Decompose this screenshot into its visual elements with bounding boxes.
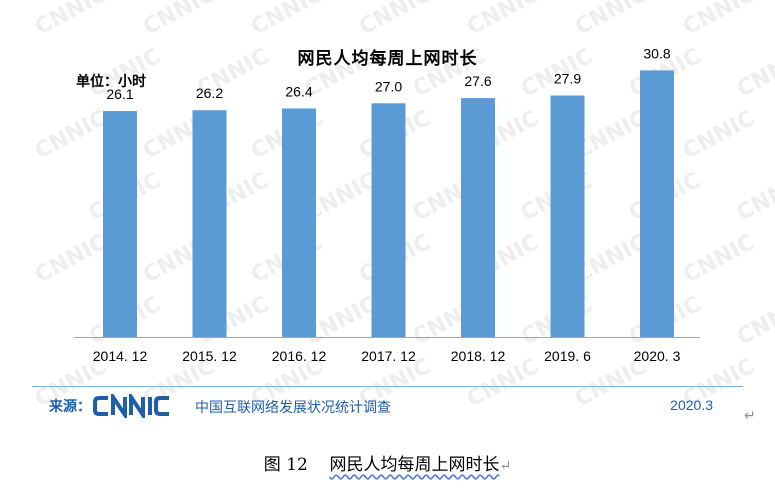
x-tick-label: 2016. 12 (272, 348, 327, 364)
unit-label: 单位：小时 (76, 74, 146, 90)
report-date: 2020.3 (670, 397, 713, 413)
figure-label: 图 12 (263, 455, 308, 475)
x-tick-label: 2018. 12 (451, 348, 506, 364)
x-tick-label: 2017. 12 (361, 348, 416, 364)
x-tick-label: 2014. 12 (93, 348, 148, 364)
source-label: 来源： (49, 399, 91, 415)
x-tick-label: 2019. 6 (544, 348, 591, 364)
x-tick-label: 2015. 12 (182, 348, 237, 364)
data-label: 27.0 (375, 78, 402, 94)
data-label: 26.4 (285, 83, 312, 99)
bar (103, 111, 137, 338)
footer-divider (32, 386, 743, 387)
x-tick-label: 2020. 3 (634, 348, 681, 364)
data-label: 27.6 (464, 73, 491, 89)
data-label: 27.9 (554, 70, 581, 86)
paragraph-mark-icon: ↵ (744, 408, 756, 424)
figure-caption: 图 12 网民人均每周上网时长↵ (0, 450, 775, 475)
figure-caption-title: 网民人均每周上网时长 (329, 455, 500, 475)
data-label: 30.8 (643, 45, 670, 61)
paragraph-mark-icon: ↵ (499, 458, 512, 474)
survey-name: 中国互联网络发展状况统计调查 (195, 400, 391, 416)
chart-title: 网民人均每周上网时长 (297, 49, 478, 69)
source-footer: 来源： 中国互联网络发展状况统计调查 2020.3 (35, 392, 735, 420)
bar (461, 98, 495, 338)
cnnic-logo (93, 394, 169, 418)
bar (371, 103, 406, 337)
bar-chart: 26.1 2014. 12 26.2 2015. 12 26.4 2016. 12 27.0… (74, 45, 700, 364)
data-label: 26.1 (106, 86, 133, 102)
bar (282, 108, 316, 337)
bar (550, 95, 585, 337)
bar (192, 110, 227, 337)
data-label: 26.2 (196, 85, 223, 101)
bar (640, 70, 674, 337)
